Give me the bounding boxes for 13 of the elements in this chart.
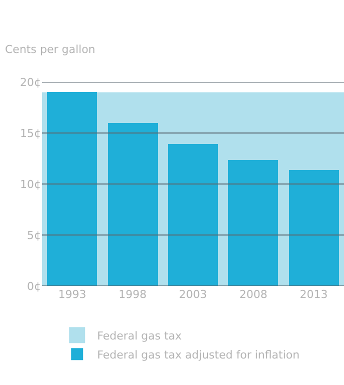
x-tick-label: 2003 [179, 288, 207, 301]
y-axis-title: Cents per gallon [5, 43, 96, 56]
x-tick-label: 1998 [118, 288, 147, 301]
y-tick-label: 10¢ [20, 178, 41, 191]
x-tick-label: 2008 [239, 288, 268, 301]
y-tick-label: 5¢ [27, 228, 41, 242]
y-tick-label: 15¢ [20, 126, 41, 140]
y-tick-label: 0¢ [27, 280, 41, 293]
x-tick-label: 2013 [300, 288, 328, 301]
x-tick-label: 1993 [58, 288, 86, 301]
legend-label: Federal gas tax [97, 329, 182, 342]
y-tick-label: 20¢ [20, 76, 41, 89]
legend-label: Federal gas tax adjusted for inflation [97, 348, 300, 362]
